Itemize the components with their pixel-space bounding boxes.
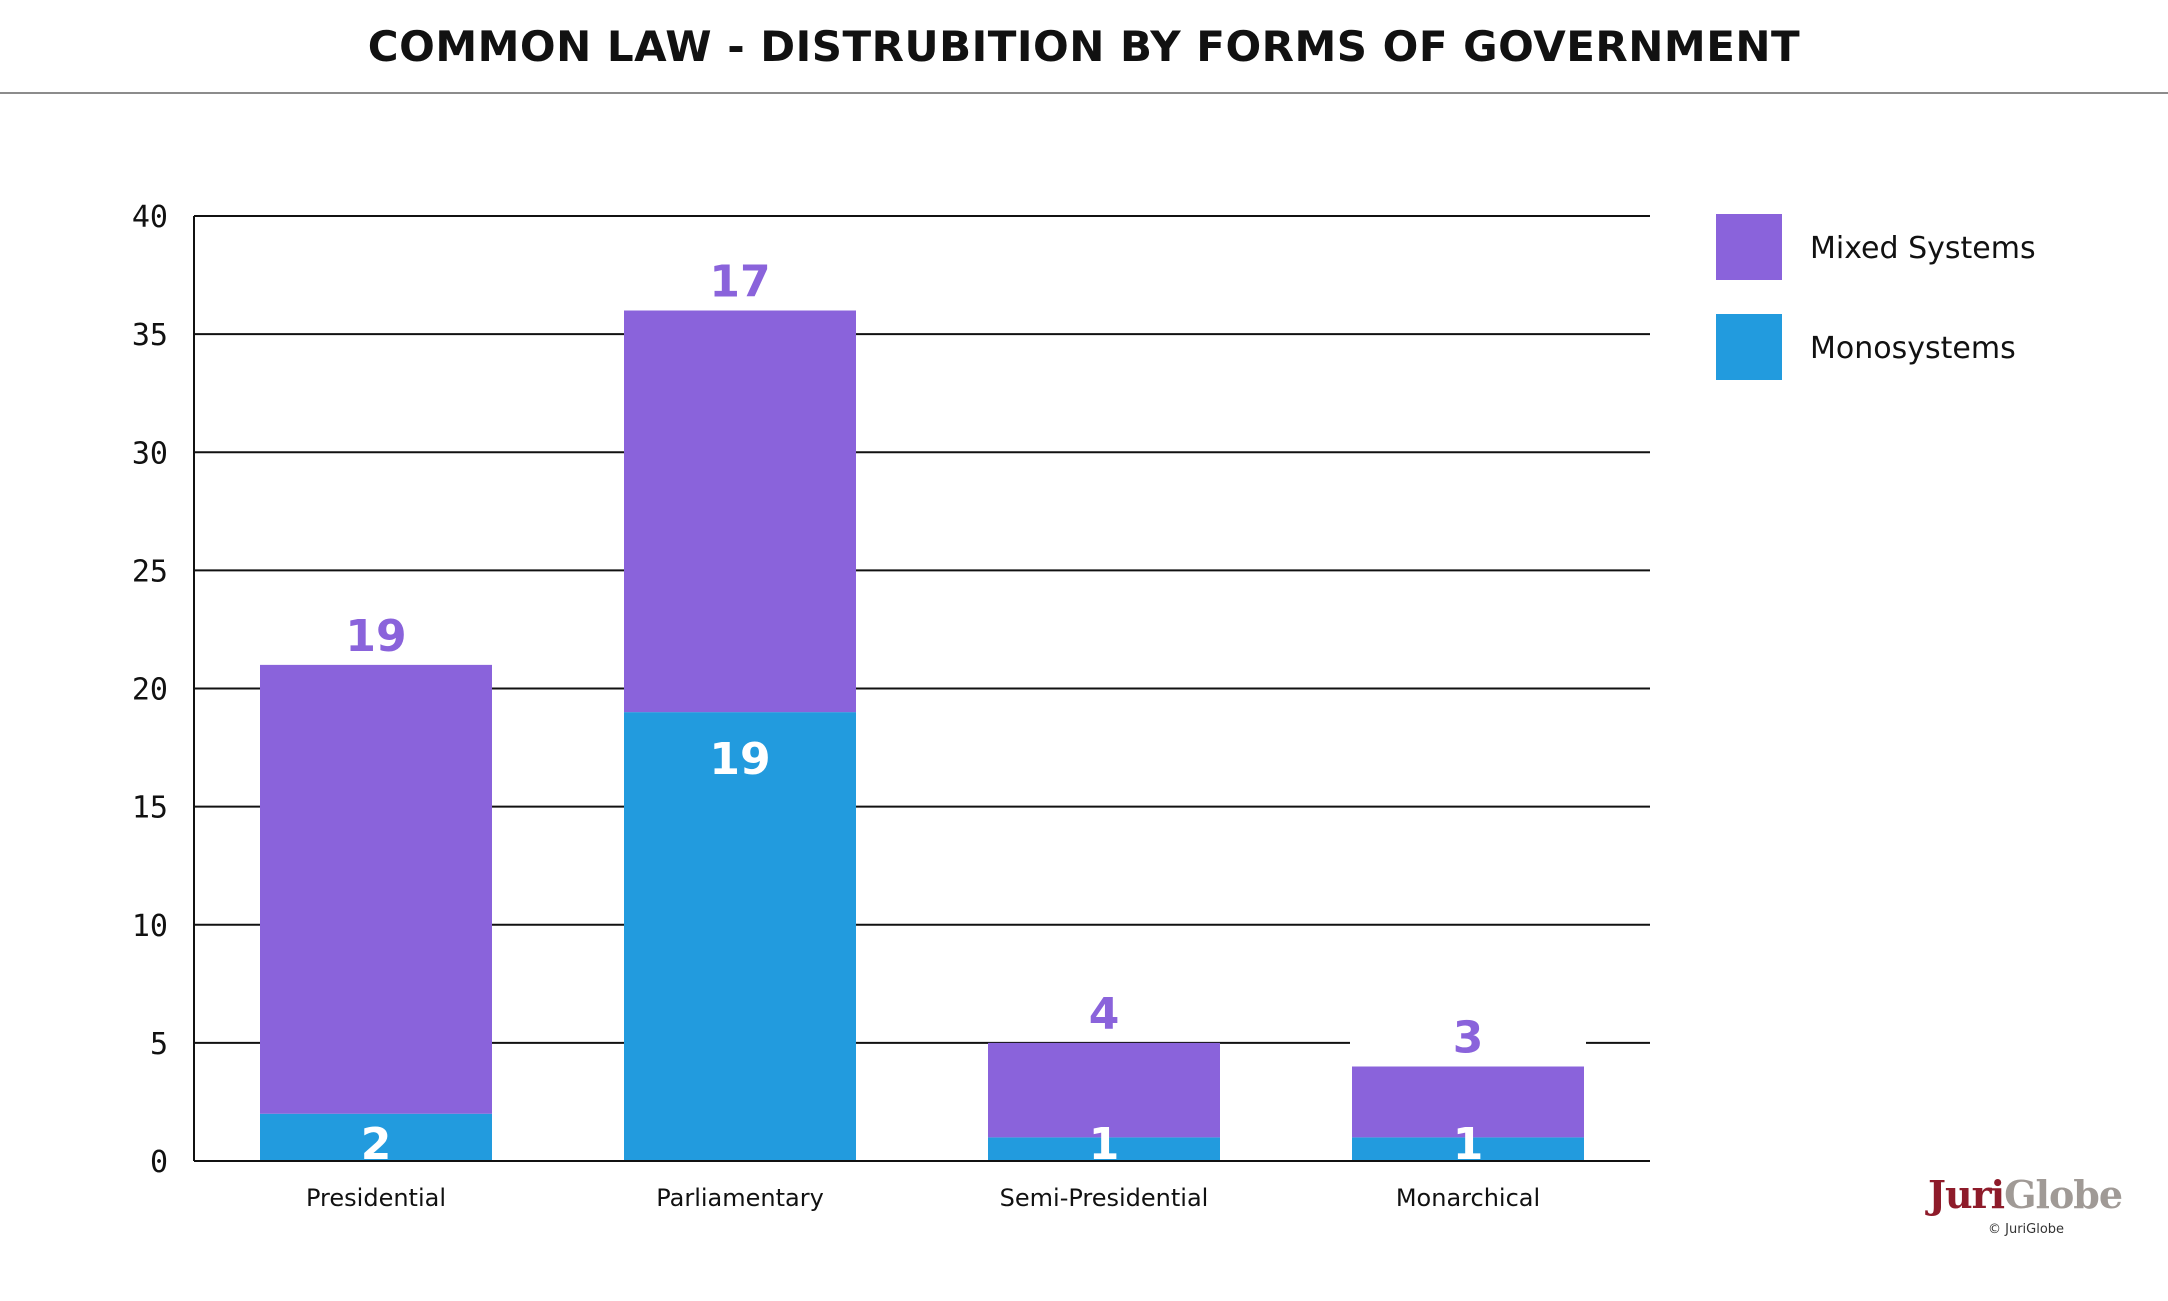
value-label-mixed-systems: 4 (1089, 989, 1120, 1040)
bar-mixed-systems (624, 310, 856, 713)
bar-monosystems (260, 1113, 492, 1161)
juriglobe-logo: JuriGlobe (1928, 1172, 2123, 1217)
legend-label: Monosystems (1810, 331, 2016, 366)
value-label-background (1350, 1004, 1586, 1063)
legend-swatch (1716, 214, 1782, 280)
y-tick-label: 35 (132, 318, 168, 353)
legend-label: Mixed Systems (1810, 231, 2036, 266)
axes: 0 5 10 15 20 25 30 35 40 Presidential Parliamentar… (132, 200, 1650, 1212)
y-tick-label: 10 (132, 909, 168, 944)
bar-mixed-systems (988, 1042, 1220, 1138)
y-tick-label: 25 (132, 554, 168, 589)
value-label-mixed-systems: 17 (709, 257, 770, 308)
x-category-label: Semi-Presidential (1000, 1184, 1209, 1212)
title-bar: COMMON LAW - DISTRUBITION BY FORMS OF GO… (0, 0, 2168, 94)
legend: Mixed Systems Monosystems (1716, 214, 2036, 380)
logo-globe-text: Globe (2004, 1172, 2123, 1217)
y-tick-label: 5 (150, 1027, 168, 1062)
chart-title: COMMON LAW - DISTRUBITION BY FORMS OF GO… (367, 22, 1801, 71)
copyright-text: © JuriGlobe (1988, 1222, 2065, 1237)
bar-mixed-systems (260, 664, 492, 1114)
value-label-monosystems: 1 (1089, 1119, 1120, 1170)
y-tick-label: 30 (132, 436, 168, 471)
value-labels: 2 19 19 17 1 4 1 3 (345, 257, 1586, 1170)
y-tick-label: 15 (132, 791, 168, 826)
bar-monosystems (1352, 1137, 1584, 1161)
y-tick-label: 40 (132, 200, 168, 235)
legend-swatch (1716, 314, 1782, 380)
bars (260, 310, 1584, 1161)
value-label-mixed-systems: 19 (345, 611, 406, 662)
value-label-monosystems: 19 (709, 734, 770, 785)
value-label-monosystems: 1 (1453, 1119, 1484, 1170)
bar-mixed-systems (1352, 1066, 1584, 1138)
x-category-label: Parliamentary (656, 1184, 824, 1212)
value-label-background (986, 980, 1222, 1039)
logo-juri-text: Juri (1928, 1172, 2005, 1217)
x-category-label: Presidential (306, 1184, 446, 1212)
value-label-monosystems: 2 (361, 1119, 392, 1170)
bar-monosystems (988, 1137, 1220, 1161)
x-category-label: Monarchical (1396, 1184, 1540, 1212)
y-tick-label: 0 (150, 1145, 168, 1180)
y-tick-label: 20 (132, 673, 168, 708)
value-label-mixed-systems: 3 (1453, 1013, 1484, 1064)
bar-monosystems (624, 712, 856, 1161)
